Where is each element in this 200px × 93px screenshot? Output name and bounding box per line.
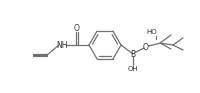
- Text: OH: OH: [127, 66, 138, 72]
- Text: O: O: [142, 43, 148, 52]
- Text: NH: NH: [56, 40, 67, 49]
- Text: O: O: [74, 24, 80, 32]
- Text: HO: HO: [146, 29, 157, 35]
- Text: B: B: [130, 49, 135, 58]
